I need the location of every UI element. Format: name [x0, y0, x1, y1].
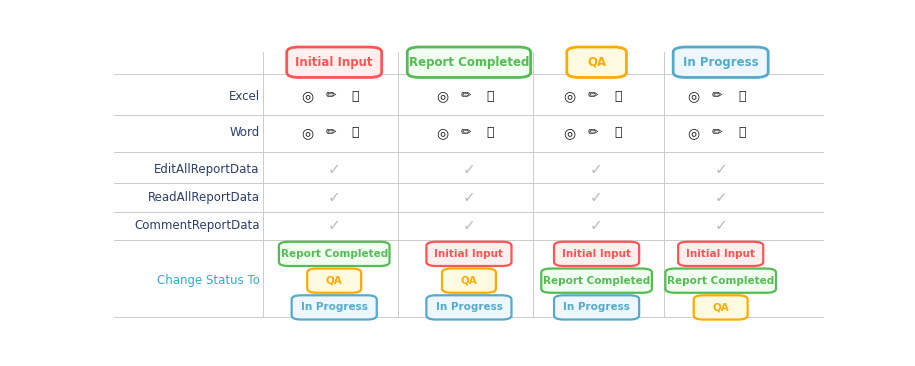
FancyBboxPatch shape: [426, 295, 511, 320]
Text: ✏: ✏: [587, 90, 598, 102]
FancyBboxPatch shape: [673, 47, 769, 78]
Text: Report Completed: Report Completed: [409, 56, 529, 69]
Text: CommentReportData: CommentReportData: [135, 219, 260, 232]
Text: Report Completed: Report Completed: [667, 276, 774, 285]
Text: ◎: ◎: [301, 89, 313, 103]
Text: In Progress: In Progress: [436, 302, 502, 313]
FancyBboxPatch shape: [292, 295, 377, 320]
Text: ✓: ✓: [328, 218, 340, 233]
FancyBboxPatch shape: [279, 242, 390, 266]
Text: Report Completed: Report Completed: [543, 276, 651, 285]
Text: ✓: ✓: [463, 162, 475, 177]
Text: ✏: ✏: [460, 90, 470, 102]
FancyBboxPatch shape: [442, 269, 496, 293]
Text: ✓: ✓: [590, 190, 603, 205]
FancyBboxPatch shape: [566, 47, 627, 78]
Text: ✏: ✏: [712, 90, 722, 102]
FancyBboxPatch shape: [407, 47, 531, 78]
Text: 🗑: 🗑: [738, 90, 746, 102]
Text: QA: QA: [712, 302, 729, 313]
Text: ◎: ◎: [301, 126, 313, 140]
Text: Initial Input: Initial Input: [435, 249, 503, 259]
Text: ✏: ✏: [587, 126, 598, 139]
Text: Initial Input: Initial Input: [296, 56, 373, 69]
Text: Report Completed: Report Completed: [281, 249, 388, 259]
FancyBboxPatch shape: [678, 242, 763, 266]
FancyBboxPatch shape: [426, 242, 511, 266]
Text: QA: QA: [587, 56, 606, 69]
Text: ✓: ✓: [463, 218, 475, 233]
Text: ✓: ✓: [328, 162, 340, 177]
Text: ✓: ✓: [590, 162, 603, 177]
FancyBboxPatch shape: [665, 269, 776, 293]
Text: In Progress: In Progress: [683, 56, 759, 69]
FancyBboxPatch shape: [307, 269, 361, 293]
Text: Initial Input: Initial Input: [686, 249, 755, 259]
Text: Initial Input: Initial Input: [562, 249, 631, 259]
Text: 🗑: 🗑: [351, 90, 360, 102]
Text: 🗑: 🗑: [614, 90, 621, 102]
Text: QA: QA: [326, 276, 342, 285]
Text: 🗑: 🗑: [614, 126, 621, 139]
FancyBboxPatch shape: [286, 47, 382, 78]
FancyBboxPatch shape: [542, 269, 651, 293]
Text: ReadAllReportData: ReadAllReportData: [147, 191, 260, 204]
Text: In Progress: In Progress: [563, 302, 630, 313]
Text: In Progress: In Progress: [301, 302, 368, 313]
Text: ◎: ◎: [688, 89, 700, 103]
Text: ✓: ✓: [463, 190, 475, 205]
Text: ✏: ✏: [460, 126, 470, 139]
FancyBboxPatch shape: [554, 295, 639, 320]
Text: ✓: ✓: [715, 218, 727, 233]
Text: ✓: ✓: [715, 190, 727, 205]
Text: EditAllReportData: EditAllReportData: [155, 163, 260, 176]
Text: ✓: ✓: [590, 218, 603, 233]
Text: ✏: ✏: [326, 126, 336, 139]
Text: Excel: Excel: [229, 90, 260, 102]
Text: QA: QA: [460, 276, 478, 285]
Text: 🗑: 🗑: [487, 126, 494, 139]
Text: 🗑: 🗑: [738, 126, 746, 139]
Text: ◎: ◎: [436, 89, 448, 103]
Text: ✏: ✏: [712, 126, 722, 139]
FancyBboxPatch shape: [694, 295, 748, 320]
Text: ✏: ✏: [326, 90, 336, 102]
Text: 🗑: 🗑: [351, 126, 360, 139]
Text: ◎: ◎: [688, 126, 700, 140]
FancyBboxPatch shape: [554, 242, 639, 266]
Text: ◎: ◎: [436, 126, 448, 140]
Text: ✓: ✓: [328, 190, 340, 205]
Text: ◎: ◎: [564, 89, 576, 103]
Text: ✓: ✓: [715, 162, 727, 177]
Text: ◎: ◎: [564, 126, 576, 140]
Text: Change Status To: Change Status To: [156, 274, 260, 287]
Text: 🗑: 🗑: [487, 90, 494, 102]
Text: Word: Word: [230, 126, 260, 139]
